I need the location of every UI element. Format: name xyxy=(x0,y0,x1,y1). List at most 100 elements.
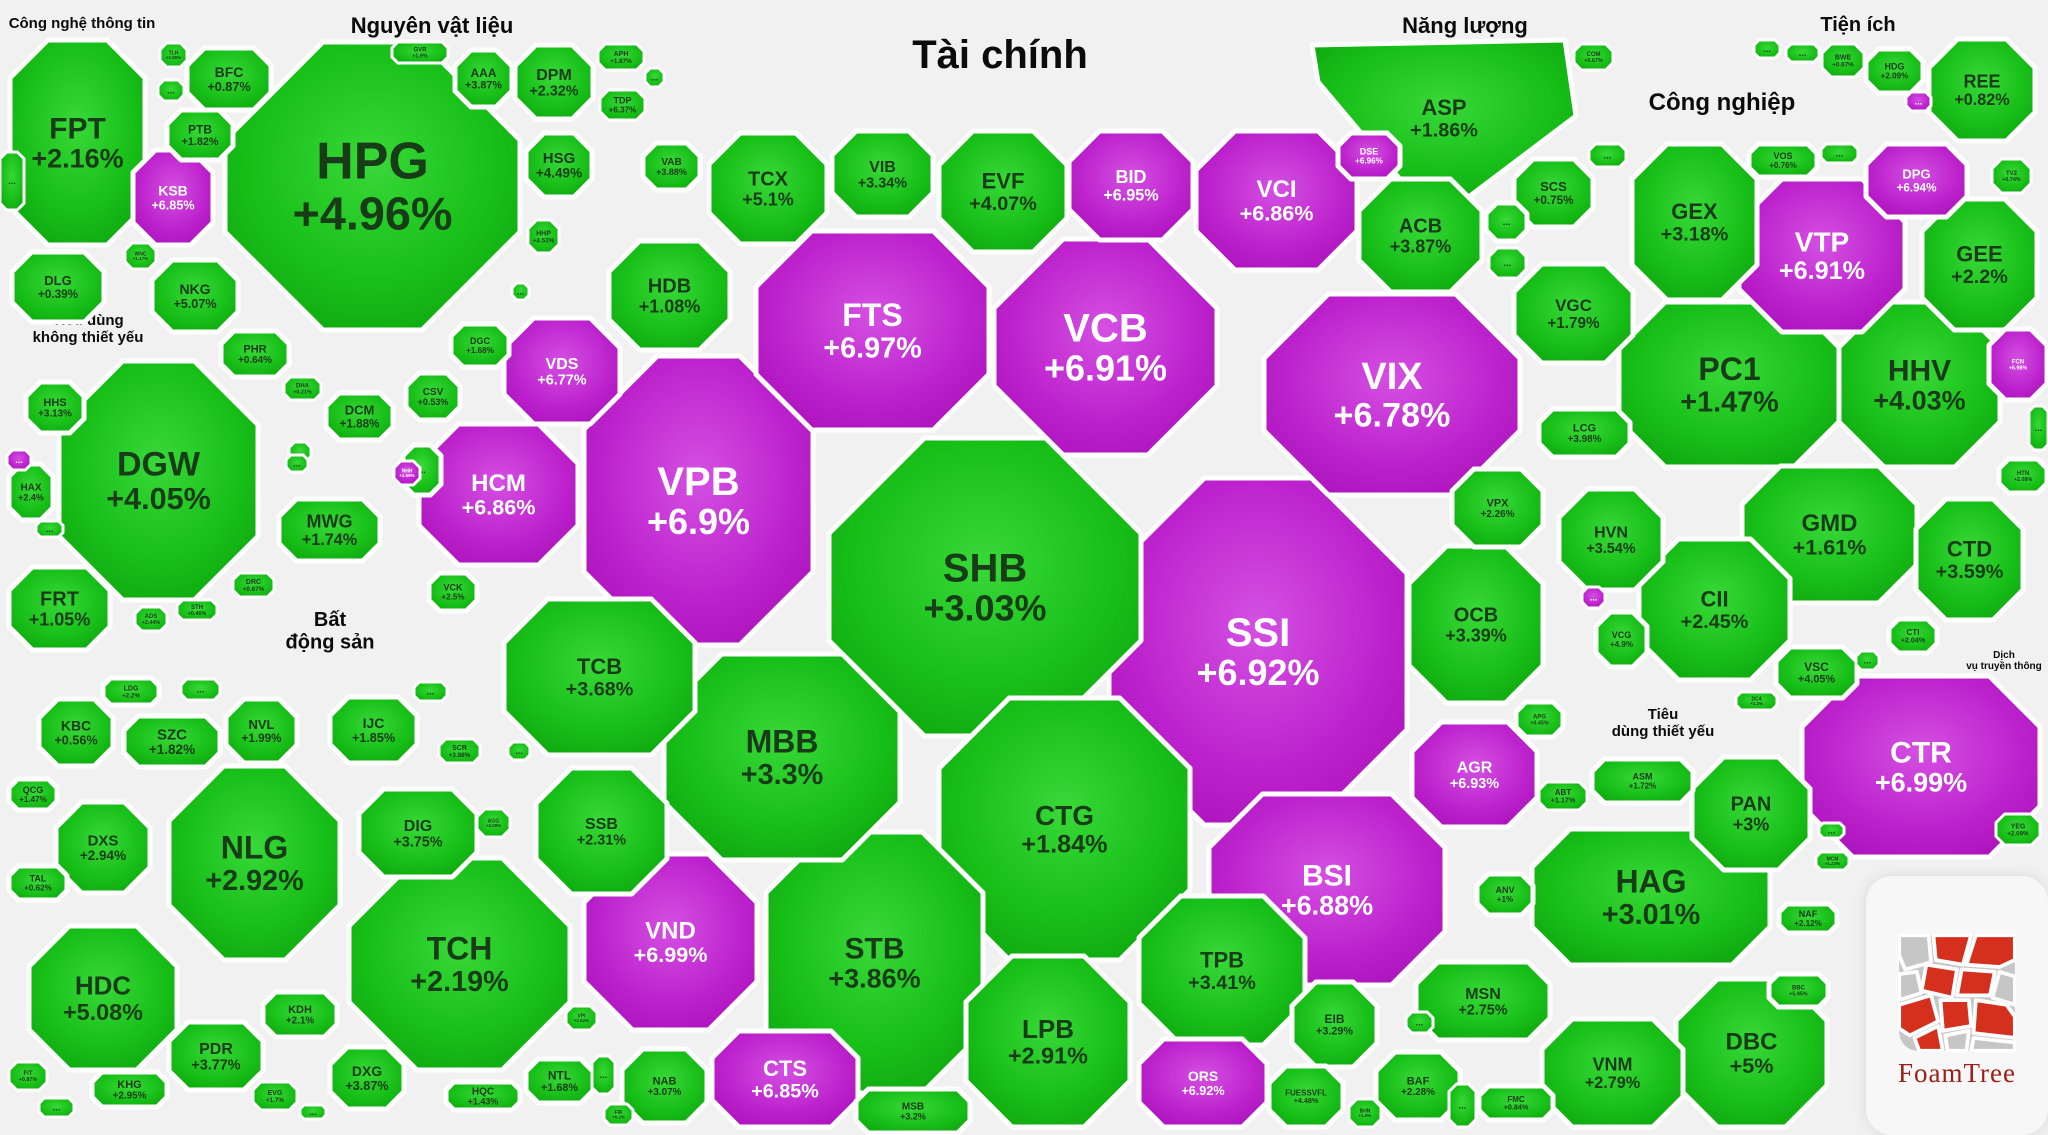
cell-tiny-110[interactable]: ... xyxy=(1752,38,1782,60)
cell-tiny-42[interactable]: ... xyxy=(179,677,222,702)
cell-FIT[interactable]: FIT+0.87% xyxy=(7,1060,49,1092)
cell-LPB[interactable]: LPB+2.91% xyxy=(963,953,1133,1130)
cell-MSB[interactable]: MSB+3.2% xyxy=(853,1086,973,1135)
cell-PTB[interactable]: PTB+1.82% xyxy=(164,107,236,163)
cell-WNC[interactable]: WNC+1.17% xyxy=(123,241,158,271)
cell-TCH[interactable]: TCH+2.19% xyxy=(346,855,573,1073)
cell-NKG[interactable]: NKG+5.07% xyxy=(149,257,241,335)
cell-TLH[interactable]: TLH+2.98% xyxy=(158,41,189,69)
cell-tiny-6[interactable]: ... xyxy=(156,78,186,103)
cell-HDG[interactable]: HDG+2.09% xyxy=(1863,46,1926,96)
cell-VAB[interactable]: VAB+3.88% xyxy=(640,140,703,193)
cell-TV2[interactable]: TV2+0.74% xyxy=(1990,157,2033,195)
cell-tiny-137[interactable]: ... xyxy=(1580,585,1607,610)
cell-HHS[interactable]: HHS+3.13% xyxy=(23,379,87,436)
cell-tiny-76[interactable]: ... xyxy=(1483,200,1530,244)
cell-CTS[interactable]: CTS+6.85% xyxy=(709,1028,861,1130)
cell-DC4[interactable]: DC4+1.2% xyxy=(1734,690,1779,712)
cell-ADS[interactable]: ADS+2.44% xyxy=(133,605,169,633)
cell-BBC[interactable]: BBC+5.95% xyxy=(1766,971,1831,1010)
cell-MWG[interactable]: MWG+1.74% xyxy=(276,496,383,564)
cell-DRC[interactable]: DRC+0.67% xyxy=(231,571,276,599)
cell-TCB[interactable]: TCB+3.68% xyxy=(501,596,698,758)
cell-DSE[interactable]: DSE+6.96% xyxy=(1335,130,1403,182)
cell-ORS[interactable]: ORS+6.92% xyxy=(1136,1036,1270,1130)
cell-tiny-67[interactable]: ... xyxy=(298,1103,328,1121)
cell-HSG[interactable]: HSG+4.49% xyxy=(523,130,595,200)
cell-VCB[interactable]: VCB+6.91% xyxy=(991,236,1220,458)
cell-NAB[interactable]: NAB+3.07% xyxy=(619,1046,710,1126)
cell-tiny-93[interactable]: ... xyxy=(590,1054,617,1096)
cell-tiny-139[interactable]: ... xyxy=(1854,649,1881,672)
cell-VSC[interactable]: VSC+4.05% xyxy=(1773,644,1860,701)
cell-MSN[interactable]: MSN+2.75% xyxy=(1413,959,1553,1043)
cell-ANV[interactable]: ANV+1% xyxy=(1474,871,1536,918)
cell-BWE[interactable]: BWE+0.67% xyxy=(1820,42,1866,79)
cell-tiny-121[interactable]: ... xyxy=(1819,142,1860,165)
cell-HAX[interactable]: HAX+2.4% xyxy=(6,461,56,523)
cell-tiny-89[interactable]: ... xyxy=(506,740,532,762)
cell-KHG[interactable]: KHG+2.95% xyxy=(89,1069,170,1110)
cell-BFC[interactable]: BFC+0.87% xyxy=(184,45,274,113)
cell-VCI[interactable]: VCI+6.86% xyxy=(1193,128,1360,273)
cell-PDR[interactable]: PDR+3.77% xyxy=(166,1019,266,1093)
cell-VOS[interactable]: VOS+0.76% xyxy=(1746,141,1820,180)
cell-tiny-2[interactable]: ... xyxy=(0,150,26,212)
cell-DIG[interactable]: DIG+3.75% xyxy=(356,786,480,880)
cell-GEX[interactable]: GEX+3.18% xyxy=(1629,141,1760,303)
cell-DGC[interactable]: DGC+1.68% xyxy=(448,321,512,370)
cell-TPB[interactable]: TPB+3.41% xyxy=(1136,893,1308,1048)
cell-HHP[interactable]: HHP+4.53% xyxy=(526,218,561,255)
cell-EVF[interactable]: EVF+4.07% xyxy=(936,128,1070,255)
cell-DPM[interactable]: DPM+2.32% xyxy=(512,42,596,122)
cell-IJC[interactable]: IJC+1.85% xyxy=(327,694,420,766)
cell-TAL[interactable]: TAL+0.62% xyxy=(6,863,70,903)
cell-QCG[interactable]: QCG+1.47% xyxy=(6,776,60,813)
foamtree-logo-card[interactable]: FoamTree xyxy=(1866,876,2048,1135)
cell-DXG[interactable]: DXG+3.87% xyxy=(327,1044,407,1112)
cell-VCK[interactable]: VCK+2.5% xyxy=(426,570,480,614)
cell-EIB[interactable]: EIB+3.29% xyxy=(1289,979,1380,1070)
cell-MBB[interactable]: MBB+3.3% xyxy=(661,651,903,863)
cell-KBC[interactable]: KBC+0.56% xyxy=(36,696,116,769)
cell-CTD[interactable]: CTD+3.59% xyxy=(1913,496,2026,623)
cell-NLG[interactable]: NLG+2.92% xyxy=(166,763,343,963)
cell-ACB[interactable]: ACB+3.87% xyxy=(1356,176,1485,295)
cell-HVN[interactable]: HVN+3.54% xyxy=(1556,486,1666,593)
cell-VPI[interactable]: VPI+2.62% xyxy=(564,1004,599,1032)
cell-OCB[interactable]: OCB+3.39% xyxy=(1406,543,1546,706)
cell-LDG[interactable]: LDG+2.2% xyxy=(100,675,162,708)
cell-APH[interactable]: APH+1.87% xyxy=(596,42,646,72)
cell-HTN[interactable]: HTN+2.08% xyxy=(1996,456,2048,496)
cell-BAF[interactable]: BAF+2.28% xyxy=(1373,1049,1463,1123)
cell-VIX[interactable]: VIX+6.78% xyxy=(1261,291,1523,498)
cell-NHH[interactable]: NHH+2.59% xyxy=(392,459,422,487)
cell-AGR[interactable]: AGR+6.93% xyxy=(1409,719,1540,830)
cell-FPT[interactable]: FPT+2.16% xyxy=(7,37,148,248)
cell-VGC[interactable]: VGC+1.79% xyxy=(1511,261,1636,366)
cell-NTL[interactable]: NTL+1.68% xyxy=(523,1056,596,1106)
cell-FTS[interactable]: FTS+6.97% xyxy=(753,228,992,433)
cell-tiny-39[interactable]: ... xyxy=(284,453,310,474)
cell-SSB[interactable]: SSB+2.31% xyxy=(533,765,670,897)
cell-BHN[interactable]: BHN+1.9% xyxy=(1347,1097,1383,1129)
cell-CSV[interactable]: CSV+0.53% xyxy=(403,370,463,423)
cell-PHR[interactable]: PHR+0.64% xyxy=(218,328,292,380)
cell-DCM[interactable]: DCM+1.88% xyxy=(323,390,396,443)
cell-tiny-149[interactable]: ... xyxy=(1817,821,1846,840)
cell-FIR[interactable]: FIR+6.2% xyxy=(602,1102,635,1127)
cell-SZC[interactable]: SZC+1.82% xyxy=(121,713,223,770)
cell-tiny-15[interactable]: ... xyxy=(643,66,666,89)
cell-HCM[interactable]: HCM+6.86% xyxy=(416,421,581,568)
cell-LCG[interactable]: LCG+3.98% xyxy=(1536,406,1633,460)
cell-GVR[interactable]: GVR+1.9% xyxy=(390,40,450,65)
cell-COM[interactable]: COM+0.67% xyxy=(1572,42,1615,72)
cell-ABT[interactable]: ABT+1.17% xyxy=(1537,780,1589,812)
cell-tiny-115[interactable]: ... xyxy=(1904,90,1933,113)
cell-DXS[interactable]: DXS+2.94% xyxy=(53,799,153,896)
cell-REE[interactable]: REE+0.82% xyxy=(1926,36,2038,144)
cell-SCR[interactable]: SCR+3.88% xyxy=(437,737,482,765)
cell-TDP[interactable]: TDP+6.37% xyxy=(598,88,647,122)
cell-STH[interactable]: STH+0.46% xyxy=(175,598,219,622)
cell-VCG[interactable]: VCG+4.9% xyxy=(1593,609,1650,670)
